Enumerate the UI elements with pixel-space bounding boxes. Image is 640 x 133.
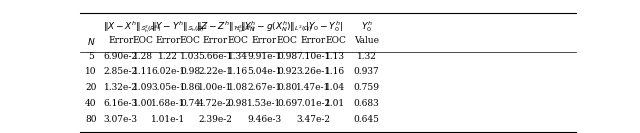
Text: 1.09: 1.09 [133, 83, 153, 92]
Text: 0.98: 0.98 [228, 99, 248, 108]
Text: 3.07e-3: 3.07e-3 [104, 115, 138, 124]
Text: $\|Z - Z^h\|_{\mathcal{H}_h^2(\mathbb{R}^6)}$: $\|Z - Z^h\|_{\mathcal{H}_h^2(\mathbb{R}… [196, 19, 256, 35]
Text: 2.22e-1: 2.22e-1 [198, 67, 232, 76]
Text: 7.10e-1: 7.10e-1 [296, 52, 330, 61]
Text: 1.08: 1.08 [228, 83, 248, 92]
Text: Error: Error [252, 36, 277, 45]
Text: 0.98: 0.98 [277, 52, 298, 61]
Text: EOC: EOC [277, 36, 298, 45]
Text: 0.683: 0.683 [354, 99, 380, 108]
Text: 3.26e-1: 3.26e-1 [296, 67, 330, 76]
Text: 0.645: 0.645 [354, 115, 380, 124]
Text: 4.72e-2: 4.72e-2 [198, 99, 232, 108]
Text: 3.05e-1: 3.05e-1 [151, 83, 186, 92]
Text: 5.04e-1: 5.04e-1 [247, 67, 282, 76]
Text: EOC: EOC [180, 36, 200, 45]
Text: $\|Y_N^h - g(X_N^h)\|_{L^2(\Omega)}$: $\|Y_N^h - g(X_N^h)\|_{L^2(\Omega)}$ [239, 19, 312, 34]
Text: 9.91e-1: 9.91e-1 [248, 52, 282, 61]
Text: 1.13: 1.13 [326, 52, 346, 61]
Text: 0.92: 0.92 [277, 67, 298, 76]
Text: 1.11: 1.11 [133, 67, 153, 76]
Text: 1.01: 1.01 [325, 99, 346, 108]
Text: 1.53e-1: 1.53e-1 [248, 99, 282, 108]
Text: EOC: EOC [227, 36, 248, 45]
Text: 10: 10 [85, 67, 97, 76]
Text: 2.85e-2: 2.85e-2 [104, 67, 138, 76]
Text: 1.04: 1.04 [325, 83, 346, 92]
Text: EOC: EOC [325, 36, 346, 45]
Text: 0.86: 0.86 [180, 83, 200, 92]
Text: 1.16: 1.16 [325, 67, 346, 76]
Text: 0.759: 0.759 [354, 83, 380, 92]
Text: 1.00: 1.00 [133, 99, 153, 108]
Text: 6.16e-3: 6.16e-3 [104, 99, 138, 108]
Text: 3.47e-2: 3.47e-2 [296, 115, 330, 124]
Text: 7.01e-2: 7.01e-2 [296, 99, 330, 108]
Text: 1.34: 1.34 [228, 52, 248, 61]
Text: $|Y_0 - Y_0^h|$: $|Y_0 - Y_0^h|$ [305, 19, 343, 34]
Text: 80: 80 [85, 115, 97, 124]
Text: 0.74: 0.74 [180, 99, 200, 108]
Text: Value: Value [354, 36, 379, 45]
Text: 0.937: 0.937 [354, 67, 380, 76]
Text: 1.22: 1.22 [158, 52, 178, 61]
Text: 1.16: 1.16 [228, 67, 248, 76]
Text: 2.67e-1: 2.67e-1 [248, 83, 282, 92]
Text: 5.66e-1: 5.66e-1 [198, 52, 232, 61]
Text: $\|Y - Y^h\|_{\mathcal{S}_h(\mathbb{R})^2}$: $\|Y - Y^h\|_{\mathcal{S}_h(\mathbb{R})^… [151, 19, 207, 34]
Text: 20: 20 [85, 83, 97, 92]
Text: Error: Error [156, 36, 181, 45]
Text: $\|X - X^h\|_{\mathcal{S}_h^2(\mathbb{R}^6)}$: $\|X - X^h\|_{\mathcal{S}_h^2(\mathbb{R}… [102, 19, 161, 35]
Text: 9.46e-3: 9.46e-3 [248, 115, 282, 124]
Text: Error: Error [301, 36, 326, 45]
Text: 0.98: 0.98 [180, 67, 200, 76]
Text: 1.32e-2: 1.32e-2 [104, 83, 138, 92]
Text: 1.28: 1.28 [133, 52, 153, 61]
Text: Error: Error [202, 36, 228, 45]
Text: 0.80: 0.80 [277, 83, 298, 92]
Text: 6.02e-1: 6.02e-1 [151, 67, 186, 76]
Text: $N$: $N$ [86, 36, 95, 47]
Text: 1.47e-1: 1.47e-1 [296, 83, 330, 92]
Text: Error: Error [108, 36, 133, 45]
Text: 5: 5 [88, 52, 94, 61]
Text: 1.68e-1: 1.68e-1 [151, 99, 186, 108]
Text: EOC: EOC [132, 36, 154, 45]
Text: 2.39e-2: 2.39e-2 [198, 115, 232, 124]
Text: 6.90e-2: 6.90e-2 [104, 52, 138, 61]
Text: 1.01e-1: 1.01e-1 [151, 115, 186, 124]
Text: 1.03: 1.03 [180, 52, 200, 61]
Text: 0.69: 0.69 [277, 99, 298, 108]
Text: 1.00e-1: 1.00e-1 [198, 83, 232, 92]
Text: 1.32: 1.32 [356, 52, 376, 61]
Text: 40: 40 [85, 99, 97, 108]
Text: $Y_0^h$: $Y_0^h$ [361, 19, 372, 34]
